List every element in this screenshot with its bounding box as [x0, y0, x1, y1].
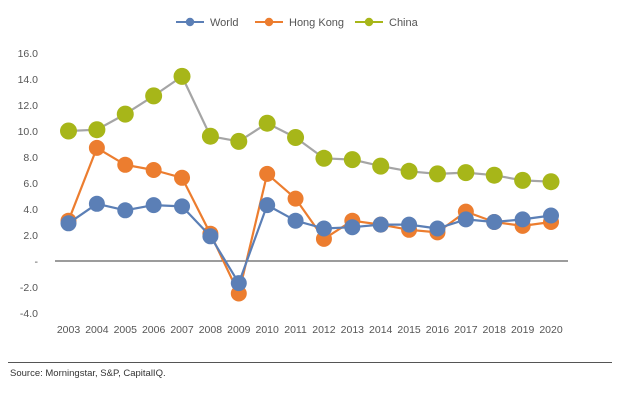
legend-swatch-marker — [264, 17, 274, 27]
x-tick-label: 2017 — [454, 324, 478, 336]
data-point-world — [230, 275, 247, 292]
y-tick-label: -4.0 — [20, 308, 38, 320]
series-line-china — [68, 75, 552, 183]
y-tick-label: -2.0 — [20, 282, 38, 294]
data-point-world — [315, 220, 332, 237]
data-point-hong-kong — [174, 169, 191, 186]
x-tick-label: 2018 — [483, 324, 507, 336]
x-tick-label: 2008 — [199, 324, 223, 336]
x-tick-label: 2010 — [255, 324, 279, 336]
data-point-world — [486, 214, 503, 230]
legend-item-hong-kong: Hong Kong — [255, 17, 344, 29]
y-tick-label: 4.0 — [23, 204, 38, 216]
data-point-china — [315, 149, 333, 167]
y-tick-label: 14.0 — [18, 74, 39, 86]
data-point-china — [201, 127, 219, 145]
data-point-china — [258, 114, 276, 132]
legend-item-china: China — [355, 17, 419, 29]
y-tick-label: 2.0 — [23, 230, 38, 242]
data-point-china — [372, 157, 390, 175]
data-point-world — [287, 212, 304, 229]
data-point-china — [343, 151, 361, 169]
data-point-world — [372, 216, 389, 233]
data-point-world — [457, 211, 474, 228]
source-note: Source: Morningstar, S&P, CapitalIQ. — [10, 368, 166, 379]
data-point-china — [542, 173, 560, 191]
series-world — [60, 195, 559, 292]
data-point-china — [485, 166, 503, 184]
x-tick-label: 2004 — [85, 324, 109, 336]
legend-item-world: World — [176, 17, 239, 29]
data-point-world — [344, 219, 361, 236]
legend-label: China — [389, 17, 419, 29]
x-tick-label: 2015 — [397, 324, 421, 336]
data-point-china — [116, 105, 134, 123]
y-tick-label: 16.0 — [18, 48, 39, 60]
x-tick-label: 2007 — [170, 324, 194, 336]
data-point-china — [173, 67, 191, 85]
x-tick-label: 2009 — [227, 324, 251, 336]
x-tick-label: 2012 — [312, 324, 336, 336]
data-point-world — [401, 216, 418, 233]
data-point-world — [543, 207, 559, 224]
data-point-china — [400, 162, 418, 180]
data-point-china — [287, 129, 305, 146]
data-point-world — [202, 228, 219, 245]
x-tick-label: 2011 — [284, 324, 307, 336]
data-point-hong-kong — [145, 162, 162, 178]
data-point-world — [259, 197, 276, 214]
x-tick-label: 2014 — [369, 324, 393, 336]
legend-label: Hong Kong — [289, 17, 344, 29]
source-divider — [8, 362, 612, 363]
data-point-world — [117, 202, 134, 219]
x-tick-label: 2019 — [511, 324, 535, 336]
series-china — [60, 67, 560, 191]
y-tick-label: 8.0 — [23, 152, 38, 164]
data-point-china — [514, 171, 532, 189]
data-point-china — [88, 121, 106, 139]
data-point-china — [230, 132, 248, 150]
data-point-world — [145, 197, 162, 214]
data-point-world — [88, 195, 105, 212]
y-tick-label: - — [35, 256, 39, 268]
x-tick-label: 2020 — [539, 324, 563, 336]
data-point-hong-kong — [287, 190, 304, 207]
data-point-china — [145, 87, 163, 105]
x-tick-label: 2006 — [142, 324, 166, 336]
data-point-china — [60, 122, 77, 140]
data-point-world — [174, 198, 191, 215]
y-tick-label: 6.0 — [23, 178, 38, 190]
y-tick-label: 12.0 — [18, 100, 39, 112]
series-group — [60, 67, 560, 302]
data-point-china — [428, 165, 446, 183]
legend-swatch-marker — [364, 17, 374, 27]
data-point-world — [429, 220, 446, 237]
data-point-hong-kong — [88, 139, 105, 156]
y-tick-label: 10.0 — [18, 126, 39, 138]
data-point-world — [60, 215, 77, 232]
legend-label: World — [210, 17, 239, 29]
data-point-hong-kong — [117, 156, 134, 173]
x-tick-label: 2016 — [426, 324, 450, 336]
data-point-hong-kong — [259, 165, 276, 182]
x-tick-label: 2005 — [114, 324, 138, 336]
y-axis: 16.0 14.0 12.0 10.0 8.0 6.0 4.0 2.0 - -2.0 -4.0 — [18, 48, 568, 320]
legend: World Hong Kong China — [176, 17, 419, 29]
x-tick-label: 2013 — [341, 324, 365, 336]
data-point-china — [457, 164, 475, 182]
data-point-world — [514, 211, 531, 228]
x-axis: 2003 2004 2005 2006 2007 2008 2009 2010 2011 2012… — [57, 324, 563, 336]
x-tick-label: 2003 — [57, 324, 81, 336]
legend-swatch-marker — [185, 17, 195, 27]
